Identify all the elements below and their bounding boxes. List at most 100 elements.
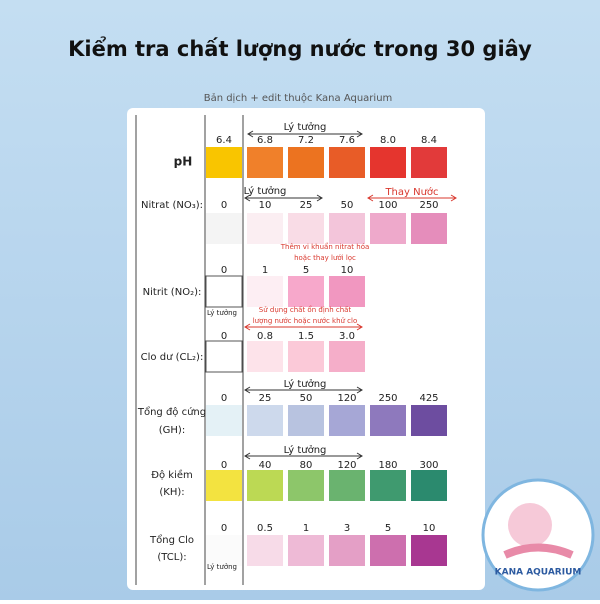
value-label: 0 (221, 393, 227, 404)
color-swatch (206, 470, 242, 501)
arrow-head (367, 194, 457, 202)
value-label: 0 (221, 460, 227, 471)
logo-text: KANA AQUARIUM (495, 568, 582, 578)
row-label: (KH): (159, 487, 184, 498)
value-label: 50 (341, 200, 354, 211)
annotation: Lý tưởng (284, 378, 327, 390)
color-swatch (288, 405, 324, 436)
annotation: Thay Nước (384, 186, 438, 198)
row-label: Độ kiềm (151, 469, 193, 481)
row-label: Tổng Clo (149, 533, 194, 546)
arrow-head (244, 194, 323, 202)
value-label: 0 (221, 523, 227, 534)
annotation: Lý tưởng (207, 563, 237, 571)
row-label: Nitrat (NO₃): (141, 200, 203, 211)
annotation: Sử dụng chất ổn định chất (259, 305, 352, 314)
color-swatch (329, 341, 365, 372)
value-label: 425 (419, 393, 438, 404)
row-label: Clo dư (CL₂): (141, 352, 204, 363)
color-swatch (411, 405, 447, 436)
annotation: lượng nước hoặc nước khử clo (253, 317, 358, 325)
color-swatch (370, 147, 406, 178)
row-label: (GH): (159, 425, 185, 436)
value-label: 80 (300, 460, 313, 471)
color-swatch (370, 213, 406, 244)
logo: KANA AQUARIUM (481, 478, 595, 592)
value-label: 0.8 (257, 331, 273, 342)
color-swatch (205, 340, 243, 373)
value-label: 100 (378, 200, 397, 211)
color-swatch (329, 470, 365, 501)
color-swatch (329, 147, 365, 178)
color-swatch (370, 405, 406, 436)
value-label: 120 (337, 460, 356, 471)
value-label: 25 (259, 393, 272, 404)
color-swatch (247, 535, 283, 566)
value-label: 1 (262, 265, 268, 276)
color-swatch (288, 535, 324, 566)
annotation: Lý tưởng (244, 185, 287, 197)
color-swatch (288, 213, 324, 244)
color-swatch (411, 147, 447, 178)
row-label: pH (174, 155, 193, 169)
value-label: 8.0 (380, 135, 396, 146)
color-swatch (247, 147, 283, 178)
color-swatch (288, 276, 324, 307)
value-label: 10 (259, 200, 272, 211)
color-swatch (247, 341, 283, 372)
value-label: 0 (221, 200, 227, 211)
row-label: Tổng độ cứng (137, 405, 206, 418)
color-swatch (206, 213, 242, 244)
value-label: 7.6 (339, 135, 355, 146)
arrow-head (247, 130, 363, 138)
color-swatch (370, 470, 406, 501)
row-label: (TCL): (157, 552, 186, 563)
color-swatch (206, 147, 242, 178)
value-label: 0 (221, 331, 227, 342)
value-label: 3.0 (339, 331, 355, 342)
value-label: 50 (300, 393, 313, 404)
annotation: Lý tưởng (207, 309, 237, 317)
color-swatch (288, 147, 324, 178)
title: Kiểm tra chất lượng nước trong 30 giây (68, 36, 532, 61)
subtitle: Bản dịch + edit thuộc Kana Aquarium (204, 92, 393, 104)
annotation: Lý tưởng (284, 444, 327, 456)
row-label: Nitrit (NO₂): (143, 287, 202, 298)
color-swatch (247, 470, 283, 501)
color-swatch (206, 405, 242, 436)
value-label: 5 (385, 523, 391, 534)
annotation: Lý tưởng (284, 121, 327, 133)
value-label: 8.4 (421, 135, 437, 146)
value-label: 5 (303, 265, 309, 276)
arrow-head (244, 323, 363, 331)
value-label: 120 (337, 393, 356, 404)
color-swatch (411, 470, 447, 501)
color-swatch (206, 535, 242, 566)
value-label: 6.4 (216, 135, 232, 146)
color-swatch (411, 535, 447, 566)
value-label: 0 (221, 265, 227, 276)
value-label: 7.2 (298, 135, 314, 146)
color-swatch (288, 470, 324, 501)
color-swatch (329, 276, 365, 307)
value-label: 10 (341, 265, 354, 276)
value-label: 1 (303, 523, 309, 534)
color-swatch (411, 213, 447, 244)
value-label: 6.8 (257, 135, 273, 146)
value-label: 250 (419, 200, 438, 211)
color-swatch (288, 341, 324, 372)
value-label: 180 (378, 460, 397, 471)
value-label: 300 (419, 460, 438, 471)
annotation: Thêm vi khuẩn nitrat hóa (280, 242, 370, 251)
arrow-head (244, 386, 363, 394)
color-swatch (329, 535, 365, 566)
value-label: 3 (344, 523, 350, 534)
color-swatch (205, 275, 243, 308)
value-label: 25 (300, 200, 313, 211)
value-label: 10 (423, 523, 436, 534)
value-label: 250 (378, 393, 397, 404)
arrow-head (244, 452, 363, 460)
color-swatch (370, 535, 406, 566)
value-label: 1.5 (298, 331, 314, 342)
